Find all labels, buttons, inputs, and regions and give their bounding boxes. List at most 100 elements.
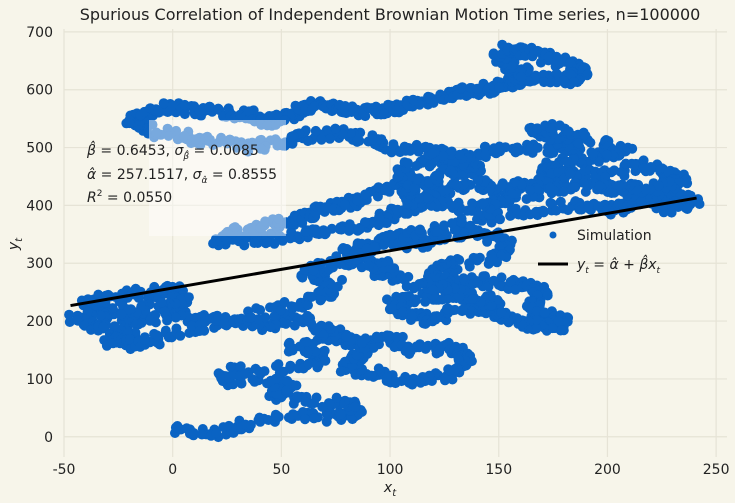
scatter-point bbox=[428, 97, 439, 108]
scatter-point bbox=[386, 263, 397, 274]
y-tick-label: 500 bbox=[26, 141, 53, 157]
scatter-point bbox=[565, 169, 576, 179]
scatter-point bbox=[420, 343, 431, 354]
scatter-point bbox=[262, 120, 273, 131]
x-tick-label: 100 bbox=[377, 462, 404, 478]
x-tick-labels: -50 0 50 100 150 200 250 bbox=[53, 462, 730, 478]
scatter-point bbox=[420, 141, 431, 152]
scatter-point bbox=[411, 161, 422, 171]
scatter-point bbox=[191, 134, 201, 145]
scatter-point bbox=[235, 361, 246, 372]
scatter-point bbox=[269, 238, 280, 249]
y-tick-label: 100 bbox=[26, 372, 53, 388]
legend-marker-simulation bbox=[549, 231, 557, 239]
y-tick-label: 200 bbox=[26, 314, 53, 330]
x-tick-label: 250 bbox=[703, 462, 730, 478]
scatter-point bbox=[285, 360, 296, 371]
y-tick-label: 600 bbox=[26, 83, 53, 99]
scatter-point bbox=[474, 252, 485, 263]
scatter-point bbox=[450, 304, 460, 315]
scatter-point bbox=[521, 194, 532, 204]
x-tick-label: -50 bbox=[53, 462, 76, 478]
scatter-point bbox=[420, 296, 431, 307]
y-tick-label: 700 bbox=[26, 25, 53, 41]
scatter-point bbox=[188, 428, 199, 439]
scatter-point bbox=[301, 336, 312, 347]
scatter-point bbox=[551, 205, 562, 216]
scatter-point bbox=[125, 334, 135, 345]
scatter-point bbox=[356, 406, 367, 417]
stats-alpha: α̂ = 257.1517, σα̂ = 0.8555 bbox=[87, 167, 277, 186]
scatter-point bbox=[260, 312, 271, 323]
scatter-point bbox=[124, 118, 135, 129]
scatter-point bbox=[317, 401, 328, 412]
scatter-point bbox=[303, 300, 313, 311]
scatter-point bbox=[230, 222, 241, 233]
scatter-point bbox=[516, 179, 527, 190]
scatter-point bbox=[580, 130, 591, 141]
scatter-point bbox=[293, 301, 304, 312]
scatter-point bbox=[563, 126, 574, 137]
stats-box: β̂ = 0.6453, σβ̂ = 0.0085 α̂ = 257.1517,… bbox=[86, 120, 286, 236]
scatter-point bbox=[507, 188, 518, 199]
scatter-point bbox=[352, 195, 363, 206]
scatter-point bbox=[478, 271, 489, 282]
scatter-point bbox=[694, 199, 705, 209]
scatter-point bbox=[510, 147, 521, 158]
x-tick-label: 50 bbox=[272, 462, 290, 478]
scatter-point bbox=[196, 429, 207, 440]
scatter-point bbox=[199, 325, 210, 336]
scatter-point bbox=[265, 375, 276, 386]
scatter-point bbox=[439, 220, 449, 231]
scatter-point bbox=[388, 139, 399, 150]
scatter-point bbox=[282, 375, 293, 386]
scatter-point bbox=[156, 297, 167, 308]
scatter-point bbox=[539, 77, 549, 88]
scatter-point bbox=[302, 136, 313, 146]
scatter-point bbox=[379, 109, 389, 120]
scatter-point bbox=[95, 310, 106, 321]
scatter-point bbox=[152, 330, 163, 341]
x-axis-label: xt bbox=[383, 480, 397, 499]
scatter-point bbox=[486, 217, 497, 228]
scatter-point bbox=[220, 312, 231, 322]
scatter-point bbox=[308, 265, 319, 276]
scatter-point bbox=[645, 162, 656, 172]
scatter-point bbox=[203, 136, 214, 146]
scatter-point bbox=[427, 148, 438, 159]
scatter-point bbox=[440, 373, 451, 384]
scatter-point bbox=[588, 148, 599, 159]
scatter-point bbox=[464, 261, 475, 272]
scatter-point bbox=[407, 379, 418, 390]
scatter-point bbox=[72, 315, 83, 326]
x-tick-label: 200 bbox=[594, 462, 621, 478]
scatter-point bbox=[405, 346, 416, 357]
scatter-point bbox=[145, 315, 155, 326]
scatter-point bbox=[211, 428, 222, 439]
x-tick-label: 0 bbox=[168, 462, 177, 478]
scatter-point bbox=[578, 177, 589, 188]
scatter-point bbox=[447, 218, 457, 229]
scatter-point bbox=[279, 115, 290, 126]
scatter-point bbox=[159, 306, 170, 317]
scatter-point bbox=[153, 105, 164, 116]
scatter-point bbox=[288, 398, 299, 409]
scatter-point bbox=[216, 373, 227, 384]
scatter-point bbox=[278, 366, 289, 377]
scatter-point bbox=[311, 228, 322, 239]
scatter-point bbox=[98, 322, 109, 332]
scatter-point bbox=[666, 207, 677, 218]
scatter-point bbox=[255, 305, 266, 315]
x-axis-label-sub: t bbox=[392, 488, 397, 499]
scatter-point bbox=[630, 160, 641, 171]
fit-line bbox=[70, 196, 697, 308]
scatter-point bbox=[273, 137, 284, 148]
scatter-point bbox=[606, 188, 617, 198]
legend: Simulation yt = α̂ + β̂xt bbox=[538, 228, 661, 276]
scatter-point bbox=[446, 146, 457, 157]
scatter-point bbox=[653, 180, 664, 191]
scatter-point bbox=[415, 224, 426, 235]
scatter-point bbox=[477, 198, 488, 209]
y-axis-label-main: y bbox=[6, 241, 22, 251]
scatter-point bbox=[516, 71, 527, 82]
